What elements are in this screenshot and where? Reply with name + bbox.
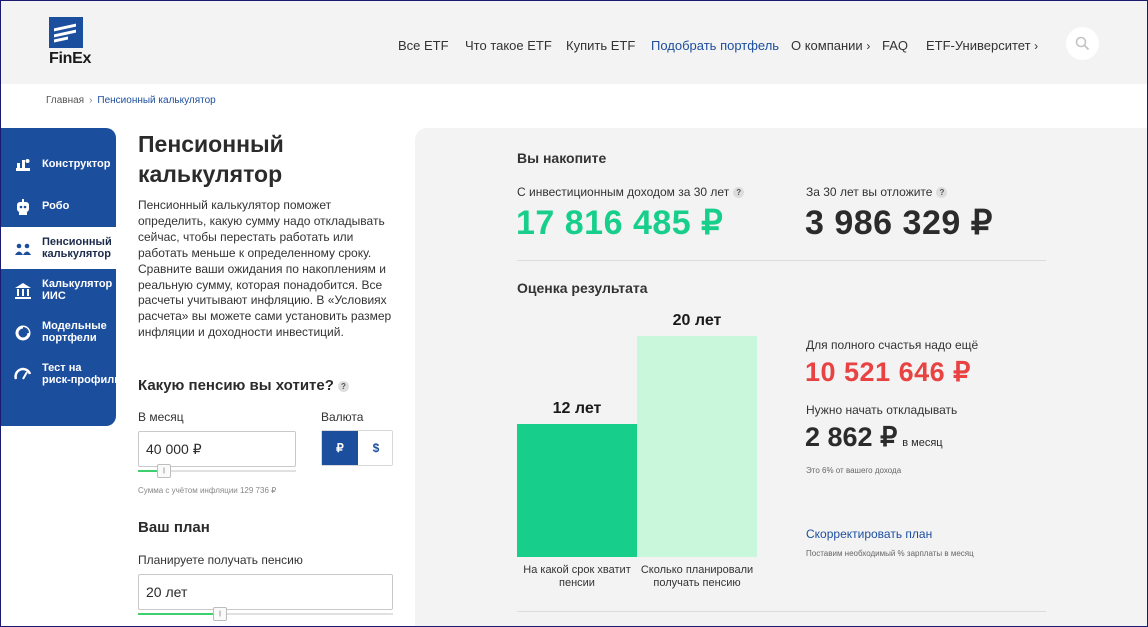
currency-toggle: ₽ $ (321, 430, 393, 466)
currency-label: Валюта (321, 410, 364, 424)
needed-label: Для полного счастья надо ещё (806, 338, 979, 352)
breadcrumb: Главная › Пенсионный калькулятор (46, 95, 216, 106)
sidebar-item-robo[interactable]: Робо (1, 185, 116, 227)
help-icon[interactable]: ? (733, 187, 745, 199)
currency-usd-button[interactable]: $ (372, 441, 380, 455)
invest-income-text: С инвестиционным доходом за 30 лет (517, 185, 730, 199)
slider-handle[interactable]: || (213, 607, 227, 621)
saved-amount-value: 3 986 329 ₽ (805, 204, 993, 242)
sidebar-item-pension[interactable]: Пенсионный калькулятор (1, 227, 116, 269)
constructor-icon (16, 159, 30, 171)
slider-fill (138, 470, 164, 472)
calculators-sidebar: Конструктор Робо Пенсионный калькулятор … (1, 128, 121, 426)
per-month-label: В месяц (138, 410, 184, 424)
nav-university-label: ETF-Университет (926, 38, 1031, 53)
monthly-pension-input[interactable]: 40 000 ₽ (138, 431, 296, 467)
nav-choose-portfolio[interactable]: Подобрать портфель (651, 38, 780, 53)
nav-etf-university[interactable]: ETF-Университет › (926, 38, 1038, 53)
inflation-note: Сумма с учётом инфляции 129 736 ₽ (138, 486, 277, 495)
invest-income-value: 17 816 485 ₽ (516, 204, 724, 242)
gauge-icon (14, 367, 32, 380)
plan-title: Ваш план (138, 519, 210, 536)
invest-income-label: С инвестиционным доходом за 30 лет? (517, 185, 745, 199)
nav-what-is-etf[interactable]: Что такое ETF (465, 38, 552, 53)
bar-category-label: На какой срок хватит пенсии (523, 564, 631, 589)
pension-question: Какую пенсию вы хотите?? (138, 377, 349, 394)
logo-mark (49, 17, 83, 48)
start-saving-label: Нужно начать откладывать (806, 403, 958, 417)
pension-icon (15, 243, 31, 255)
breadcrumb-home[interactable]: Главная (46, 95, 85, 106)
slider-track (138, 470, 296, 472)
nav-about-label: О компании (791, 38, 863, 53)
robot-icon (17, 199, 29, 215)
bank-icon (15, 283, 31, 299)
currency-rub-button[interactable]: ₽ (322, 431, 358, 465)
nav-about[interactable]: О компании › (791, 38, 870, 53)
estimate-title: Оценка результата (517, 280, 648, 296)
saved-amount-label: За 30 лет вы отложите? (806, 185, 948, 199)
help-icon[interactable]: ? (936, 187, 948, 199)
chevron-right-icon: › (1034, 39, 1039, 53)
sidebar-item-label: Модельные портфели (42, 320, 107, 344)
results-title: Вы накопите (517, 150, 607, 166)
pension-duration-label: Планируете получать пенсию (138, 553, 303, 567)
income-share-note: Это 6% от вашего дохода (806, 466, 902, 475)
sidebar-item-label: Конструктор (42, 158, 111, 170)
slider-handle[interactable]: || (157, 464, 171, 478)
needed-value: 10 521 646 ₽ (805, 357, 971, 387)
chevron-right-icon: › (866, 39, 871, 53)
sidebar-item-label: Тест на риск-профиль (42, 362, 121, 386)
monthly-pension-slider[interactable]: || (138, 464, 296, 478)
sidebar-item-risk-test[interactable]: Тест на риск-профиль (1, 353, 121, 395)
logo-plus-icon: + (75, 14, 83, 28)
start-saving-unit: в месяц (902, 437, 943, 449)
bar-value-label: 12 лет (552, 400, 602, 417)
divider (517, 260, 1046, 261)
logo-text: FinEx (49, 50, 92, 67)
sidebar-item-constructor[interactable]: Конструктор (1, 143, 116, 185)
sidebar-item-label: Пенсионный калькулятор (42, 236, 112, 260)
bar-category-label: Сколько планировали получать пенсию (640, 564, 754, 589)
divider (517, 611, 1046, 612)
bar-value-label: 20 лет (672, 312, 722, 329)
page-title: Пенсионный калькулятор (138, 131, 284, 187)
nav-all-etf[interactable]: Все ETF (398, 38, 449, 53)
nav-buy-etf[interactable]: Купить ETF (566, 38, 636, 53)
pension-question-text: Какую пенсию вы хотите? (138, 377, 334, 394)
pension-duration-input[interactable]: 20 лет (138, 574, 393, 610)
bar-coverage-years (517, 424, 637, 557)
slider-fill (138, 613, 220, 615)
breadcrumb-separator: › (89, 95, 93, 106)
pension-duration-slider[interactable]: || (138, 607, 393, 621)
calculator-description: Пенсионный калькулятор поможет определит… (138, 198, 392, 340)
nav-faq[interactable]: FAQ (882, 38, 909, 53)
finex-logo[interactable]: + FinEx (49, 14, 97, 69)
search-icon (1075, 36, 1090, 51)
start-saving-value: 2 862 ₽ в месяц (805, 422, 943, 453)
portfolio-icon (15, 325, 31, 341)
slider-track (138, 613, 393, 615)
bar-planned-years (637, 336, 757, 557)
help-icon[interactable]: ? (337, 380, 349, 392)
sidebar-item-label: Калькулятор ИИС (42, 278, 113, 302)
sidebar-item-model-portfolios[interactable]: Модельные портфели (1, 311, 116, 353)
adjust-plan-note: Поставим необходимый % зарплаты в месяц (806, 549, 974, 558)
search-button[interactable] (1066, 27, 1099, 60)
site-header: + FinEx Все ETF Что такое ETF Купить ETF… (0, 0, 1148, 84)
start-saving-amount: 2 862 ₽ (805, 422, 898, 452)
saved-amount-text: За 30 лет вы отложите (806, 185, 933, 199)
sidebar-item-label: Робо (42, 200, 70, 212)
sidebar-item-iis[interactable]: Калькулятор ИИС (1, 269, 116, 311)
breadcrumb-current[interactable]: Пенсионный калькулятор (97, 95, 216, 106)
adjust-plan-link[interactable]: Скорректировать план (806, 527, 933, 541)
